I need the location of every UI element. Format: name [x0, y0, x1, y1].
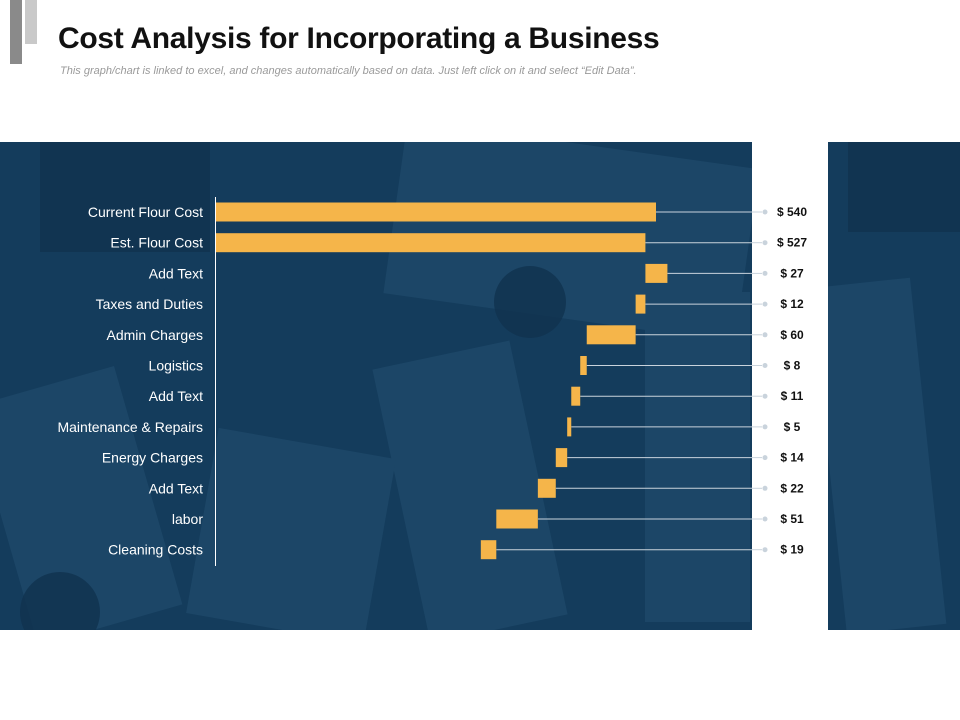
value-label: $ 51: [780, 512, 804, 526]
bar: [216, 202, 656, 222]
value-marker-dot: [762, 516, 768, 522]
bar: [537, 478, 556, 498]
category-label: Cleaning Costs: [108, 542, 203, 558]
category-label: Logistics: [149, 358, 203, 374]
category-label: Add Text: [149, 388, 203, 404]
side-decorative-panel: [828, 142, 960, 630]
page-title: Cost Analysis for Incorporating a Busine…: [58, 22, 660, 55]
value-label: $ 540: [777, 205, 807, 219]
bar: [586, 325, 636, 345]
bar: [580, 356, 587, 375]
bar: [555, 448, 568, 468]
category-label: Energy Charges: [102, 450, 203, 466]
value-label: $ 22: [780, 481, 804, 495]
value-label: $ 27: [780, 266, 804, 280]
bar: [216, 233, 646, 253]
value-marker-dot: [762, 270, 768, 276]
value-label: $ 60: [780, 328, 804, 342]
value-marker-dot: [762, 424, 768, 430]
value-marker-dot: [762, 455, 768, 461]
page-subtitle: This graph/chart is linked to excel, and…: [60, 65, 637, 77]
category-label: Est. Flour Cost: [110, 235, 203, 251]
category-label: Admin Charges: [107, 327, 204, 343]
category-label: labor: [172, 511, 203, 527]
chart-background-panel: Current Flour Cost Est. Flour Cost Add Tex…: [0, 142, 752, 630]
value-label: $ 527: [777, 236, 807, 250]
value-label: $ 8: [784, 359, 801, 373]
chart: Current Flour Cost Est. Flour Cost Add Tex…: [57, 197, 752, 566]
category-label: Add Text: [149, 480, 203, 496]
value-marker-dot: [762, 485, 768, 491]
value-marker-dot: [762, 240, 768, 246]
value-marker-dot: [762, 547, 768, 553]
category-label: Taxes and Duties: [96, 296, 203, 312]
category-label: Add Text: [149, 265, 203, 281]
value-marker-dot: [762, 363, 768, 368]
value-label: $ 19: [780, 543, 804, 557]
value-label: $ 5: [784, 420, 801, 434]
value-label: $ 12: [780, 297, 804, 311]
bar: [480, 540, 497, 560]
value-marker-dot: [762, 332, 768, 338]
bar: [635, 294, 646, 314]
bar: [496, 509, 538, 529]
bar: [567, 417, 572, 437]
background-photo: [0, 142, 752, 630]
accent-bar-light: [25, 0, 37, 44]
bar: [571, 386, 581, 406]
value-label: $ 14: [780, 451, 804, 465]
value-marker-dot: [762, 393, 768, 399]
category-label: Maintenance & Repairs: [57, 419, 203, 435]
bar: [645, 263, 668, 283]
value-marker-dot: [762, 209, 768, 215]
side-photo: [828, 142, 960, 630]
value-label: $ 11: [781, 389, 804, 403]
category-label: Current Flour Cost: [88, 204, 203, 220]
accent-bar-dark: [10, 0, 22, 64]
value-marker-dot: [762, 301, 768, 307]
